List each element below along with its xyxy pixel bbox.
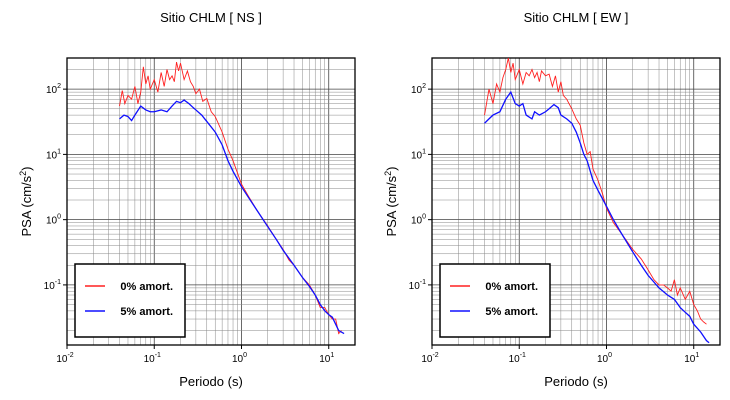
- y-tick-label: 101: [411, 148, 426, 161]
- y-tick-label: 102: [411, 83, 426, 96]
- y-tick-label: 101: [46, 148, 61, 161]
- chart-title: Sitio CHLM [ EW ]: [524, 10, 629, 25]
- chart-panel-1: Sitio CHLM [ NS ] 10-2 10-1 100 101 10-1 100 10…: [18, 10, 356, 389]
- legend-label: 0% amort.: [120, 281, 173, 293]
- chart-title: Sitio CHLM [ NS ]: [160, 10, 262, 25]
- legend: 0% amort. 5% amort.: [74, 263, 186, 338]
- series-line-amort-5: [119, 99, 345, 335]
- x-axis-label: Periodo (s): [179, 374, 243, 389]
- y-tick-label: 100: [411, 214, 426, 227]
- x-axis-label: Periodo (s): [544, 374, 608, 389]
- x-tick-label: 10-1: [144, 352, 161, 365]
- y-axis-label: PSA (cm/s2): [18, 166, 34, 236]
- x-tick-label: 10-2: [421, 352, 438, 365]
- y-tick-label: 10-1: [409, 279, 426, 292]
- x-tick-label: 101: [684, 352, 699, 365]
- chart-panel-2: Sitio CHLM [ EW ] 10-2 10-1 100 101 10-1 100 10…: [383, 10, 721, 389]
- y-tick-label: 102: [46, 83, 61, 96]
- legend-box: [439, 263, 551, 338]
- legend-box: [74, 263, 186, 338]
- plot-frame: [66, 57, 356, 346]
- y-tick-label: 10-1: [44, 279, 61, 292]
- legend: 0% amort. 5% amort.: [439, 263, 551, 338]
- x-tick-label: 10-2: [56, 352, 73, 365]
- y-tick-label: 100: [46, 214, 61, 227]
- series-line-amort-0: [484, 58, 707, 325]
- plot-frame: [431, 57, 721, 346]
- legend-label: 5% amort.: [120, 306, 173, 318]
- x-tick-label: 101: [319, 352, 334, 365]
- y-axis-label: PSA (cm/s2): [383, 166, 399, 236]
- x-tick-label: 100: [597, 352, 612, 365]
- x-tick-label: 10-1: [509, 352, 526, 365]
- legend-label: 0% amort.: [485, 281, 538, 293]
- legend-label: 5% amort.: [485, 306, 538, 318]
- x-tick-label: 100: [232, 352, 247, 365]
- series-line-amort-5: [484, 90, 710, 344]
